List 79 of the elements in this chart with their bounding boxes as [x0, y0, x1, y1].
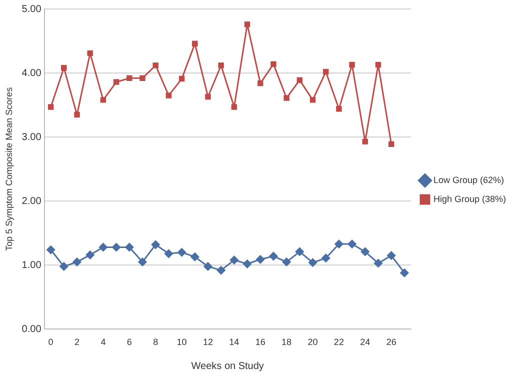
point: [244, 22, 250, 28]
y-tick-label: 2.00: [22, 196, 42, 207]
point: [336, 106, 342, 112]
point: [138, 258, 147, 266]
point: [360, 247, 370, 256]
point: [190, 252, 200, 262]
x-tick-label: 24: [360, 337, 370, 348]
point: [216, 266, 226, 275]
point: [269, 252, 278, 260]
x-tick-label: 12: [202, 337, 213, 348]
point: [310, 97, 316, 103]
point: [231, 104, 238, 110]
x-tick-label: 10: [176, 337, 187, 348]
point: [230, 256, 238, 264]
x-tick-label: 4: [100, 337, 106, 348]
point: [46, 246, 56, 254]
y-tick-label: 5.00: [22, 4, 42, 15]
point: [348, 240, 356, 248]
point: [284, 95, 290, 101]
point: [388, 141, 394, 147]
point: [152, 62, 158, 68]
point: [349, 62, 355, 68]
x-tick-label: 18: [282, 337, 292, 348]
x-tick-label: 22: [334, 337, 344, 348]
point: [192, 40, 198, 46]
point: [322, 68, 329, 75]
point: [87, 50, 93, 56]
x-tick-label: 14: [229, 337, 240, 348]
point: [243, 260, 252, 268]
point: [282, 258, 291, 266]
point: [295, 247, 304, 256]
point: [74, 112, 80, 118]
legend-label: High Group (38%): [433, 194, 506, 204]
point: [218, 62, 224, 68]
y-tick-label: 4.00: [22, 68, 42, 79]
x-tick-label: 26: [386, 337, 396, 348]
y-tick-label: 3.00: [22, 132, 42, 143]
point: [387, 251, 396, 260]
point: [164, 249, 173, 258]
x-tick-label: 20: [308, 337, 318, 348]
point: [61, 65, 67, 71]
point: [362, 138, 368, 144]
x-tick-label: 0: [48, 337, 54, 348]
point: [60, 262, 68, 271]
point: [296, 77, 303, 83]
point: [98, 242, 108, 252]
point: [205, 94, 211, 100]
point: [322, 254, 330, 262]
point: [86, 250, 94, 260]
point: [374, 258, 382, 268]
point: [308, 258, 317, 267]
point: [166, 92, 172, 98]
x-axis-title: Weeks on Study: [191, 360, 264, 372]
point: [204, 262, 212, 271]
x-tick-label: 16: [255, 337, 266, 348]
point: [126, 75, 132, 82]
point: [178, 248, 186, 257]
point: [112, 242, 121, 252]
point: [72, 258, 82, 266]
point: [113, 79, 120, 85]
point: [140, 75, 146, 82]
point: [100, 97, 106, 103]
y-tick-label: 0.00: [22, 324, 42, 335]
y-tick-label: 1.00: [22, 260, 42, 271]
point: [334, 240, 344, 248]
point: [270, 61, 276, 67]
x-tick-label: 6: [126, 337, 132, 348]
legend-label: Low Group (62%): [433, 174, 504, 185]
point: [48, 104, 54, 110]
x-tick-label: 8: [153, 337, 158, 348]
point: [125, 242, 134, 252]
point: [375, 62, 382, 68]
point: [400, 268, 409, 278]
x-tick-label: 2: [74, 337, 80, 348]
point: [178, 76, 185, 82]
y-axis-title: Top 5 Symptom Composite Mean Scores: [4, 86, 14, 251]
point: [151, 240, 160, 249]
point: [256, 255, 265, 264]
point: [257, 80, 264, 86]
